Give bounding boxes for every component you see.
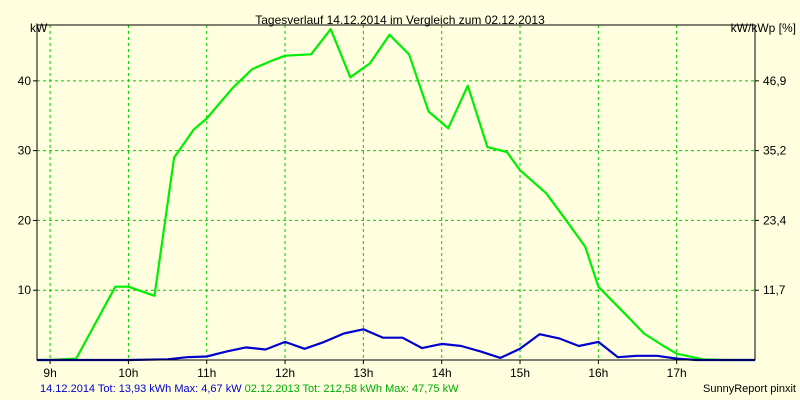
footer-stats-green: 02.12.2013 Tot: 212,58 kWh Max: 47,75 kW	[244, 383, 459, 395]
footer-stats: 14.12.2014 Tot: 13,93 kWh Max: 4,67 kW 0…	[40, 383, 458, 396]
footer-credit: SunnyReport pinxit	[703, 383, 796, 395]
y-tick-label-right: 11,7	[763, 283, 786, 297]
x-tick-label: 11h	[197, 366, 216, 380]
y-tick-label-right: 35,2	[763, 144, 787, 158]
y-tick-label-left: 20	[18, 213, 32, 227]
y-axis-label-right: kW/kWp [%]	[731, 21, 796, 35]
y-axis-label-left: kW	[30, 21, 48, 35]
grid-lines	[37, 25, 755, 360]
y-tick-label-left: 30	[18, 144, 32, 158]
tick-labels: 9h 10h 11h 12h 13h 14h 15h 16h 17h 10 11,7 20 23,4 30…	[18, 74, 787, 380]
y-tick-label-right: 23,4	[763, 213, 787, 227]
plot-frame	[36, 24, 756, 361]
series-layer	[37, 28, 755, 362]
x-tick-label: 16h	[588, 366, 608, 380]
x-tick-label: 15h	[510, 366, 530, 380]
x-tick-label: 17h	[667, 366, 687, 380]
y-tick-label-left: 40	[18, 74, 32, 88]
x-tick-label: 10h	[118, 366, 138, 380]
x-tick-label: 9h	[43, 366, 56, 380]
x-tick-label: 14h	[432, 366, 452, 380]
series-line-blue	[37, 328, 755, 362]
y-tick-label-left: 10	[18, 283, 32, 297]
series-line-green	[37, 28, 755, 362]
y-tick-label-right: 46,9	[763, 74, 787, 88]
x-tick-label: 12h	[275, 366, 295, 380]
chart-title: Tagesverlauf 14.12.2014 im Vergleich zum…	[255, 13, 545, 27]
footer-stats-blue: 14.12.2014 Tot: 13,93 kWh Max: 4,67 kW	[40, 383, 242, 395]
x-tick-label: 13h	[353, 366, 373, 380]
